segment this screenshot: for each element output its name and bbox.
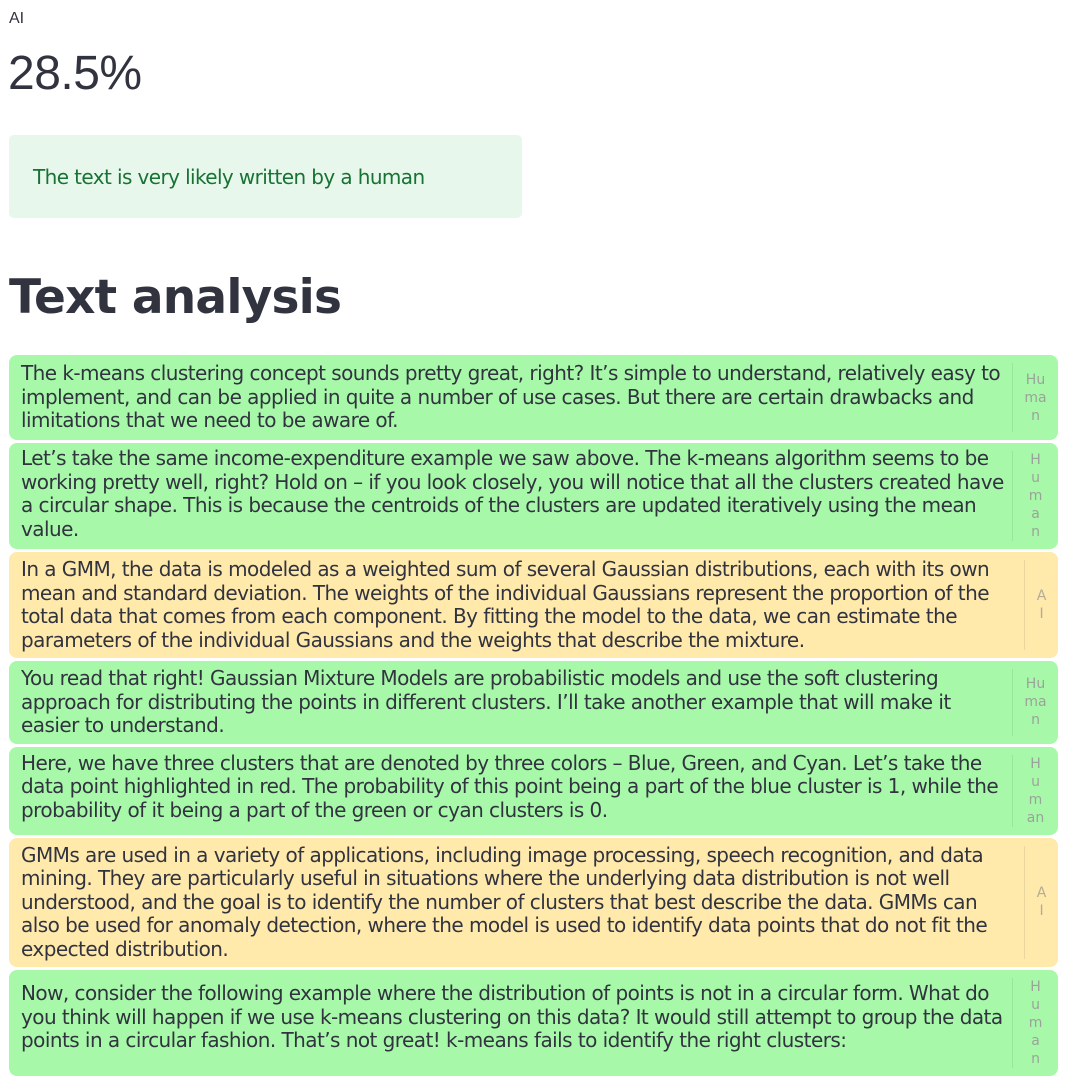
- segment-text: Let’s take the same income-expenditure e…: [21, 446, 1004, 541]
- metric-label: AI: [9, 10, 25, 27]
- segment: Now, consider the following example wher…: [9, 970, 1058, 1076]
- segment-tag: Human: [1012, 669, 1058, 736]
- segment-text: GMMs are used in a variety of applicatio…: [21, 842, 988, 961]
- segment-tag: AI: [1024, 560, 1058, 650]
- segment-text: Now, consider the following example wher…: [21, 981, 1003, 1052]
- segment-tag: Human: [1012, 978, 1058, 1068]
- segment: In a GMM, the data is modeled as a weigh…: [9, 552, 1058, 658]
- segment-text: Here, we have three clusters that are de…: [21, 750, 999, 822]
- metric-value: 28.5%: [8, 47, 142, 100]
- segment: Here, we have three clusters that are de…: [9, 746, 1058, 835]
- segment: The k-means clustering concept sounds pr…: [9, 355, 1058, 440]
- segment-tag: Human: [1012, 754, 1058, 827]
- section-title: Text analysis: [9, 270, 342, 325]
- result-alert-text: The text is very likely written by a hum…: [33, 164, 425, 189]
- result-alert: The text is very likely written by a hum…: [9, 135, 522, 218]
- segment-tag: AI: [1024, 845, 1058, 959]
- segment-tag: Human: [1012, 451, 1058, 541]
- segment-text: The k-means clustering concept sounds pr…: [21, 361, 1001, 432]
- segment-text: You read that right! Gaussian Mixture Mo…: [21, 666, 951, 737]
- segment-text: In a GMM, the data is modeled as a weigh…: [21, 557, 990, 652]
- segment: You read that right! Gaussian Mixture Mo…: [9, 661, 1058, 744]
- segments-list: The k-means clustering concept sounds pr…: [9, 355, 1058, 1079]
- segment: Let’s take the same income-expenditure e…: [9, 443, 1058, 549]
- segment: GMMs are used in a variety of applicatio…: [9, 837, 1058, 967]
- segment-tag: Human: [1012, 363, 1058, 432]
